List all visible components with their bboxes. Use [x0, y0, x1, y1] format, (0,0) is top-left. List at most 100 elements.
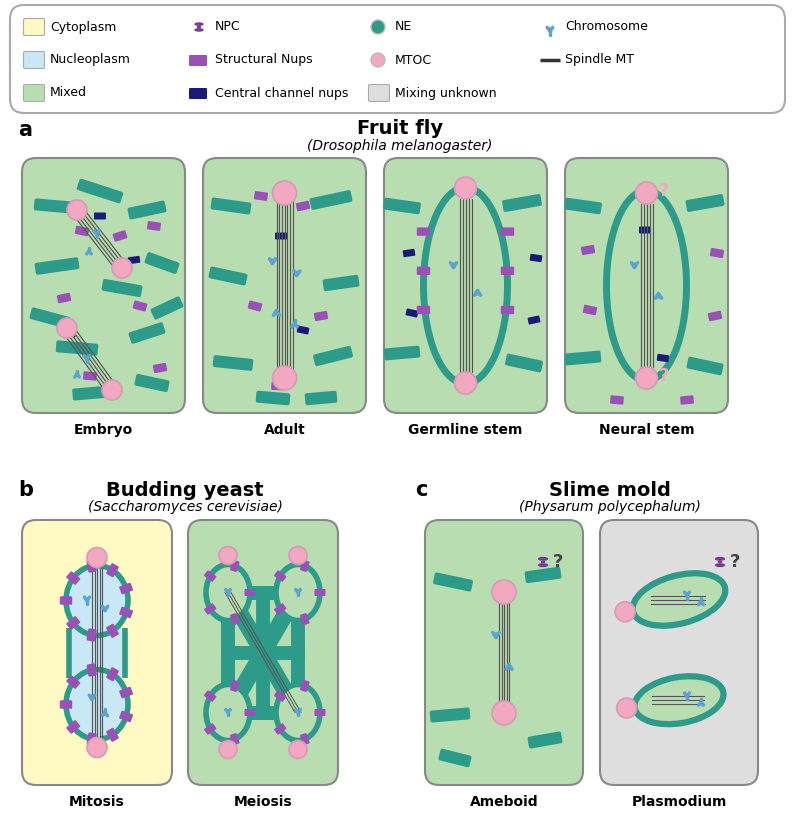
FancyBboxPatch shape	[23, 51, 45, 69]
FancyBboxPatch shape	[203, 158, 366, 413]
FancyBboxPatch shape	[129, 322, 166, 344]
Text: Embryo: Embryo	[74, 423, 133, 437]
FancyBboxPatch shape	[34, 258, 79, 274]
Ellipse shape	[715, 563, 725, 567]
Circle shape	[219, 546, 237, 565]
Circle shape	[492, 701, 516, 725]
FancyBboxPatch shape	[119, 583, 133, 594]
FancyBboxPatch shape	[86, 628, 97, 642]
Text: Adult: Adult	[264, 423, 306, 437]
Text: Cytoplasm: Cytoplasm	[50, 20, 116, 34]
FancyBboxPatch shape	[501, 305, 514, 314]
FancyBboxPatch shape	[230, 613, 239, 625]
Circle shape	[454, 372, 477, 394]
Text: Spindle MT: Spindle MT	[565, 54, 634, 66]
FancyBboxPatch shape	[600, 520, 758, 785]
FancyBboxPatch shape	[106, 667, 119, 681]
Text: Ameboid: Ameboid	[470, 795, 538, 809]
FancyBboxPatch shape	[430, 707, 470, 722]
FancyBboxPatch shape	[305, 391, 338, 405]
Circle shape	[289, 546, 307, 565]
Circle shape	[219, 741, 237, 758]
FancyBboxPatch shape	[210, 197, 251, 215]
FancyBboxPatch shape	[274, 603, 286, 615]
FancyBboxPatch shape	[565, 351, 602, 366]
Text: NPC: NPC	[215, 20, 241, 34]
Circle shape	[635, 182, 658, 204]
FancyBboxPatch shape	[274, 723, 286, 735]
FancyBboxPatch shape	[133, 300, 147, 311]
FancyBboxPatch shape	[525, 567, 562, 583]
FancyBboxPatch shape	[63, 329, 77, 337]
Circle shape	[102, 380, 122, 400]
FancyBboxPatch shape	[119, 607, 133, 618]
FancyBboxPatch shape	[66, 571, 80, 585]
FancyBboxPatch shape	[501, 267, 514, 275]
FancyBboxPatch shape	[300, 680, 310, 692]
Bar	[541, 560, 545, 563]
FancyBboxPatch shape	[406, 309, 418, 317]
FancyBboxPatch shape	[433, 572, 473, 591]
Circle shape	[492, 580, 516, 604]
FancyBboxPatch shape	[204, 690, 216, 701]
FancyBboxPatch shape	[686, 194, 725, 212]
FancyBboxPatch shape	[254, 191, 268, 201]
Text: c: c	[415, 480, 427, 500]
FancyBboxPatch shape	[66, 675, 80, 689]
Ellipse shape	[633, 573, 726, 626]
Ellipse shape	[634, 676, 723, 724]
Circle shape	[273, 181, 297, 205]
FancyBboxPatch shape	[83, 372, 97, 381]
FancyBboxPatch shape	[23, 18, 45, 35]
FancyBboxPatch shape	[610, 395, 624, 404]
Ellipse shape	[538, 563, 548, 567]
FancyBboxPatch shape	[66, 616, 80, 630]
FancyBboxPatch shape	[102, 279, 142, 297]
FancyBboxPatch shape	[502, 194, 542, 212]
Text: ?: ?	[659, 182, 670, 200]
FancyBboxPatch shape	[686, 357, 723, 375]
Text: a: a	[18, 120, 32, 140]
Ellipse shape	[194, 23, 204, 26]
FancyBboxPatch shape	[86, 732, 97, 746]
Text: Structural Nups: Structural Nups	[215, 54, 313, 66]
FancyBboxPatch shape	[77, 179, 123, 203]
FancyBboxPatch shape	[189, 88, 207, 99]
FancyBboxPatch shape	[501, 227, 514, 236]
FancyBboxPatch shape	[296, 201, 310, 211]
Circle shape	[112, 258, 132, 278]
FancyBboxPatch shape	[119, 711, 133, 722]
FancyBboxPatch shape	[417, 227, 430, 236]
FancyBboxPatch shape	[314, 589, 326, 596]
Circle shape	[87, 548, 107, 567]
FancyBboxPatch shape	[680, 395, 694, 404]
Bar	[198, 26, 201, 29]
Text: Fruit fly: Fruit fly	[357, 118, 443, 138]
FancyBboxPatch shape	[300, 733, 310, 745]
FancyBboxPatch shape	[564, 198, 602, 214]
FancyBboxPatch shape	[204, 723, 216, 735]
FancyBboxPatch shape	[314, 709, 326, 716]
FancyBboxPatch shape	[582, 305, 598, 315]
FancyBboxPatch shape	[204, 603, 216, 615]
FancyBboxPatch shape	[72, 385, 112, 400]
FancyBboxPatch shape	[417, 305, 430, 314]
Text: (Drosophila melanogaster): (Drosophila melanogaster)	[307, 139, 493, 153]
Text: Plasmodium: Plasmodium	[631, 795, 726, 809]
FancyBboxPatch shape	[274, 690, 286, 701]
FancyBboxPatch shape	[60, 597, 72, 605]
FancyBboxPatch shape	[402, 249, 415, 258]
Text: ?: ?	[730, 553, 740, 571]
FancyBboxPatch shape	[23, 85, 45, 102]
Ellipse shape	[194, 28, 204, 32]
FancyBboxPatch shape	[384, 346, 420, 361]
Bar	[718, 560, 722, 563]
Text: ?: ?	[553, 553, 563, 571]
FancyBboxPatch shape	[322, 275, 359, 291]
Ellipse shape	[66, 670, 128, 739]
FancyBboxPatch shape	[147, 221, 161, 231]
FancyBboxPatch shape	[425, 520, 583, 785]
FancyBboxPatch shape	[106, 727, 119, 742]
FancyBboxPatch shape	[10, 5, 785, 113]
FancyBboxPatch shape	[271, 382, 285, 390]
